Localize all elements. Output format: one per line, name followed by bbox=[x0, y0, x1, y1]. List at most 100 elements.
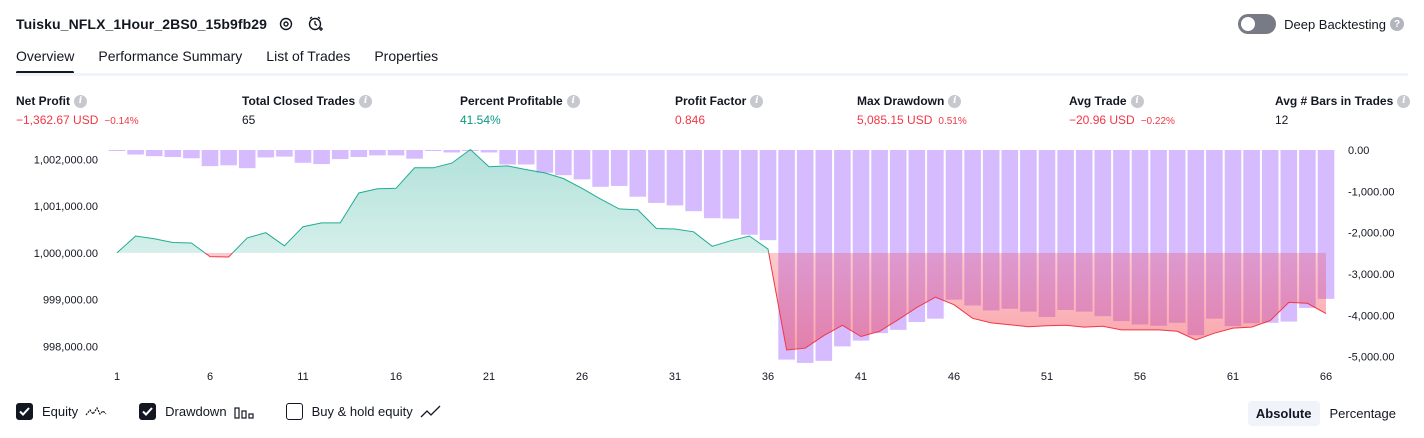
info-icon[interactable]: i bbox=[750, 94, 764, 108]
settings-icon[interactable] bbox=[275, 13, 297, 35]
x-tick-label: 26 bbox=[576, 371, 588, 380]
drawdown-bar bbox=[424, 150, 442, 151]
metric-label: Avg Trade i bbox=[1069, 94, 1175, 108]
drawdown-toggle[interactable]: Drawdown bbox=[139, 403, 254, 420]
info-icon[interactable]: i bbox=[1130, 94, 1144, 108]
equity-line-icon bbox=[85, 405, 107, 419]
drawdown-bar bbox=[480, 150, 498, 153]
y-right-tick-label: -3,000.00 bbox=[1348, 269, 1394, 281]
drawdown-bar bbox=[759, 150, 777, 241]
equity-checkbox[interactable] bbox=[16, 403, 33, 420]
metric-label: Max Drawdown i bbox=[857, 94, 967, 108]
metric-label: Net Profit i bbox=[16, 94, 139, 108]
drawdown-bar bbox=[108, 150, 126, 151]
deep-backtesting-toggle[interactable] bbox=[1238, 14, 1277, 34]
y-right-tick-label: -1,000.00 bbox=[1348, 186, 1394, 198]
drawdown-bar bbox=[610, 150, 628, 186]
tab-list-of-trades[interactable]: List of Trades bbox=[266, 48, 351, 64]
drawdown-bar bbox=[276, 150, 293, 157]
tab-divider bbox=[16, 73, 1408, 76]
metric-label: Percent Profitable i bbox=[460, 94, 580, 108]
y-left-tick-label: 1,001,000.00 bbox=[34, 201, 98, 213]
tab-overview[interactable]: Overview bbox=[16, 48, 75, 74]
x-tick-label: 51 bbox=[1041, 371, 1053, 380]
absolute-button[interactable]: Absolute bbox=[1247, 401, 1320, 426]
drawdown-bar bbox=[220, 150, 237, 166]
percentage-button[interactable]: Percentage bbox=[1329, 406, 1397, 421]
drawdown-bar bbox=[703, 150, 721, 219]
drawdown-bar bbox=[313, 150, 330, 165]
drawdown-bar bbox=[592, 150, 609, 187]
x-tick-label: 61 bbox=[1227, 371, 1239, 380]
equity-drawdown-chart: 1,002,000.00 1,001,000.00 1,000,000.00 999,… bbox=[34, 145, 1395, 380]
y-left-tick-label: 998,000.00 bbox=[43, 341, 98, 353]
metric-value: 0.846 bbox=[675, 113, 706, 127]
x-tick-label: 41 bbox=[855, 371, 867, 380]
mode-switcher: Absolute Percentage bbox=[1246, 401, 1404, 426]
info-icon[interactable]: i bbox=[948, 94, 962, 108]
drawdown-bar bbox=[685, 150, 702, 212]
equity-toggle[interactable]: Equity bbox=[16, 403, 107, 420]
drawdown-bar bbox=[127, 150, 144, 155]
equity-label: Equity bbox=[42, 404, 79, 419]
metric-percent: −0.14% bbox=[104, 116, 139, 127]
x-tick-label: 31 bbox=[669, 371, 681, 380]
buyhold-checkbox[interactable] bbox=[285, 403, 303, 420]
x-tick-label: 21 bbox=[483, 371, 495, 380]
drawdown-bar bbox=[350, 150, 368, 158]
y-left-tick-label: 1,002,000.00 bbox=[34, 154, 98, 166]
y-right-tick-label: 0.00 bbox=[1348, 145, 1369, 157]
buyhold-toggle[interactable]: Buy & hold equity bbox=[285, 403, 442, 420]
strategy-title: Tuisku_NFLX_1Hour_2BS0_15b9fb29 bbox=[16, 16, 268, 32]
metric-total-closed-trades: Total Closed Trades i 65 bbox=[242, 94, 373, 127]
deep-backtesting-label: Deep Backtesting bbox=[1284, 16, 1386, 32]
drawdown-bar bbox=[331, 150, 349, 160]
info-icon[interactable]: i bbox=[1397, 94, 1411, 108]
x-tick-label: 56 bbox=[1134, 371, 1146, 380]
drawdown-bar bbox=[722, 150, 740, 219]
x-tick-label: 16 bbox=[390, 371, 402, 380]
drawdown-bar bbox=[387, 150, 405, 156]
tab-properties[interactable]: Properties bbox=[374, 48, 439, 64]
metric-percent: −0.22% bbox=[1140, 116, 1175, 127]
add-alert-icon[interactable] bbox=[305, 13, 327, 35]
drawdown-bar bbox=[369, 150, 386, 156]
drawdown-bar bbox=[164, 150, 182, 158]
drawdown-bar bbox=[294, 150, 312, 163]
drawdown-bars-icon bbox=[233, 405, 254, 419]
info-icon[interactable]: i bbox=[74, 94, 87, 108]
drawdown-bar bbox=[741, 150, 758, 235]
y-left-tick-label: 1,000,000.00 bbox=[34, 248, 98, 260]
tab-performance-summary[interactable]: Performance Summary bbox=[98, 48, 243, 64]
help-icon[interactable]: ? bbox=[1390, 17, 1404, 31]
drawdown-bar bbox=[573, 150, 591, 180]
metric-value: 12 bbox=[1275, 113, 1289, 127]
tab-bar: Overview Performance Summary List of Tra… bbox=[16, 48, 462, 74]
y-right-tick-label: -5,000.00 bbox=[1348, 352, 1394, 364]
drawdown-bar bbox=[183, 150, 200, 159]
info-icon[interactable]: i bbox=[359, 94, 373, 108]
x-tick-label: 36 bbox=[762, 371, 774, 380]
drawdown-checkbox[interactable] bbox=[139, 403, 157, 420]
metric-avg-trade: Avg Trade i −20.96 USD −0.22% bbox=[1069, 94, 1175, 127]
metric-value: 5,085.15 USD 0.51% bbox=[857, 113, 967, 127]
metric-value: −1,362.67 USD −0.14% bbox=[16, 113, 139, 127]
equity-area-profit bbox=[117, 149, 1326, 253]
drawdown-bar bbox=[666, 150, 684, 206]
drawdown-bar bbox=[406, 150, 423, 159]
x-tick-label: 11 bbox=[297, 371, 308, 380]
metric-value: −20.96 USD −0.22% bbox=[1069, 113, 1175, 127]
buyhold-label: Buy & hold equity bbox=[311, 404, 413, 419]
metric-label: Avg # Bars in Trades i bbox=[1275, 94, 1411, 108]
info-icon[interactable]: i bbox=[566, 94, 580, 108]
drawdown-bar bbox=[517, 150, 535, 165]
drawdown-bar bbox=[648, 150, 665, 203]
drawdown-label: Drawdown bbox=[165, 404, 227, 419]
metric-profit-factor: Profit Factor i 0.846 bbox=[675, 94, 764, 127]
metric-percent: 0.51% bbox=[938, 116, 967, 127]
drawdown-bar bbox=[201, 150, 219, 167]
drawdown-bar bbox=[499, 150, 516, 165]
metric-avg-bars-in-trades: Avg # Bars in Trades i 12 bbox=[1275, 94, 1411, 127]
equity-line-profit bbox=[116, 148, 770, 253]
buyhold-line-icon bbox=[420, 405, 442, 419]
